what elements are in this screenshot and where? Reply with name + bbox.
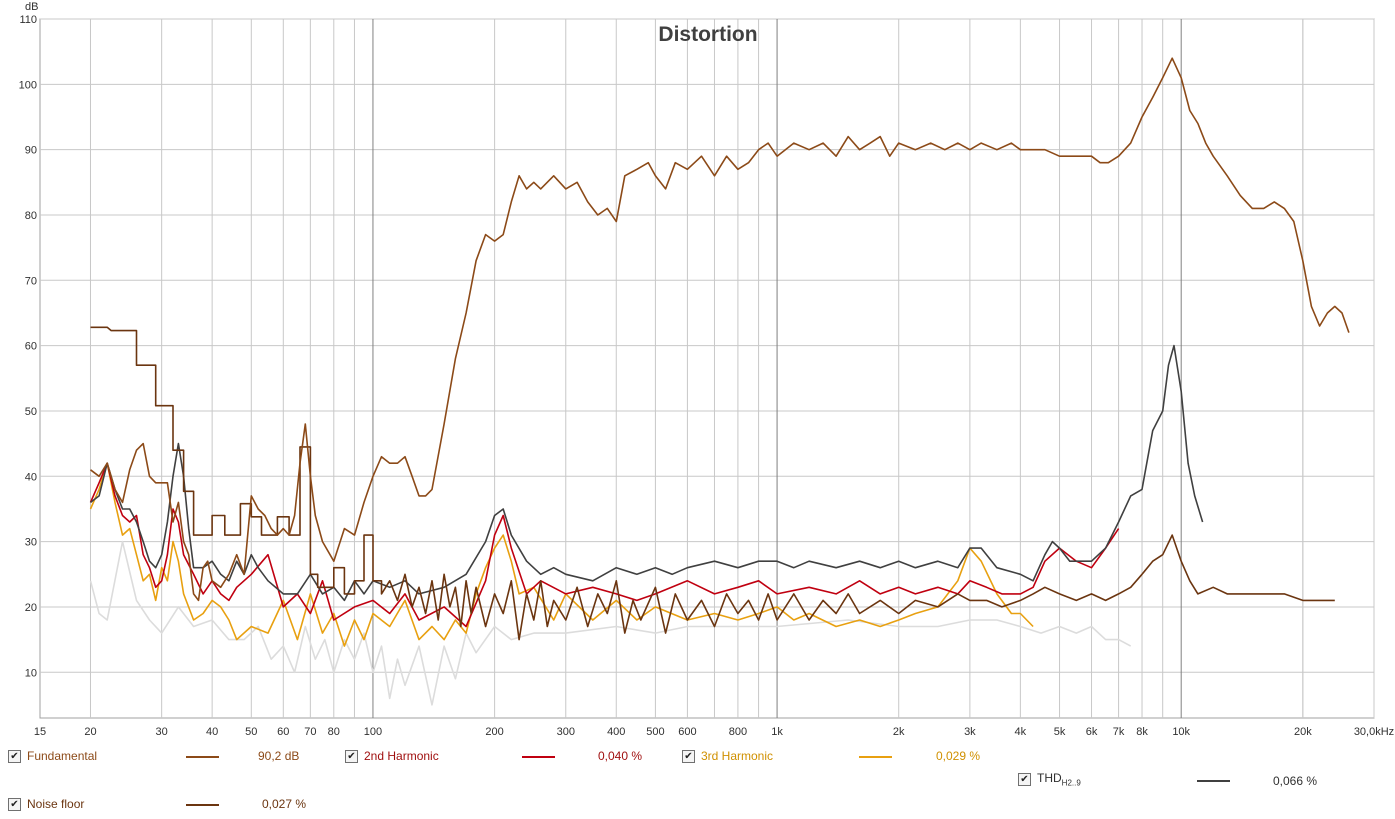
y-tick-label: 20: [25, 602, 37, 614]
3rd-harmonic-checkbox[interactable]: [682, 750, 695, 763]
x-tick-label: 4k: [1015, 726, 1027, 738]
legend-fundamental[interactable]: Fundamental 90,2 dB: [8, 749, 328, 767]
x-tick-label: 400: [607, 726, 625, 738]
thd-checkbox[interactable]: [1018, 773, 1031, 786]
y-tick-label: 60: [25, 341, 37, 353]
y-tick-label: 10: [25, 667, 37, 679]
noise-floor-swatch: [186, 804, 219, 806]
noise-floor-value: 0,027 %: [262, 797, 307, 811]
x-tick-label: 70: [304, 726, 316, 738]
x-tick-label: 7k: [1113, 726, 1125, 738]
thd-label-main: THD: [1037, 771, 1062, 785]
x-tick-label: 2k: [893, 726, 905, 738]
series-line-2nd-harmonic: [89, 462, 1120, 628]
thd-value: 0,066 %: [1273, 774, 1318, 788]
x-tick-label: 15: [34, 726, 46, 738]
x-tick-label: 500: [646, 726, 664, 738]
y-tick-label: 90: [25, 145, 37, 157]
y-tick-label: 50: [25, 406, 37, 418]
series-line-noise-floor: [90, 326, 1335, 641]
series-group: [89, 57, 1350, 706]
tick-labels: 10 20 30 40 50 60 70 80 90 100 110 15 20 30 40 50 60 70 80…: [19, 14, 1395, 738]
thd-swatch: [1197, 780, 1230, 782]
x-tick-label: 40: [206, 726, 218, 738]
noise-floor-checkbox[interactable]: [8, 798, 21, 811]
y-tick-label: 110: [19, 14, 37, 26]
2nd-harmonic-value: 0,040 %: [598, 749, 643, 763]
y-tick-label: 100: [19, 79, 37, 91]
x-tick-label: 30: [156, 726, 168, 738]
y-axis-unit-label: dB: [25, 1, 38, 13]
3rd-harmonic-value: 0,029 %: [936, 749, 981, 763]
plot-area: [39, 18, 1375, 719]
y-tick-label: 30: [25, 537, 37, 549]
thd-label-sub: H2..9: [1061, 778, 1081, 788]
x-tick-label: 60: [277, 726, 289, 738]
x-tick-label: 800: [729, 726, 747, 738]
x-tick-label: 3k: [964, 726, 976, 738]
x-tick-label: 30,0kHz: [1354, 726, 1394, 738]
legend-2nd-harmonic[interactable]: 2nd Harmonic 0,040 %: [345, 749, 665, 767]
x-tick-label: 5k: [1054, 726, 1066, 738]
series-line-noise-floor-light: [89, 540, 1132, 706]
chart-title: Distortion: [658, 23, 757, 46]
fundamental-checkbox[interactable]: [8, 750, 21, 763]
noise-floor-label: Noise floor: [27, 797, 85, 811]
fundamental-value: 90,2 dB: [258, 749, 300, 763]
x-tick-label: 100: [364, 726, 382, 738]
y-tick-label: 70: [25, 275, 37, 287]
thd-label: THDH2..9: [1037, 771, 1081, 787]
x-tick-label: 80: [328, 726, 340, 738]
distortion-chart: 10 20 30 40 50 60 70 80 90 100 110 15 20 30 40 50 60 70 80…: [19, 1, 1395, 738]
grid: [40, 18, 1375, 718]
legend-thd[interactable]: THDH2..9 0,066 %: [1018, 771, 1338, 789]
x-tick-label: 20: [84, 726, 96, 738]
3rd-harmonic-label: 3rd Harmonic: [701, 749, 774, 763]
x-tick-label: 50: [245, 726, 257, 738]
y-tick-label: 40: [25, 471, 37, 483]
x-tick-label: 10k: [1172, 726, 1190, 738]
fundamental-label: Fundamental: [27, 749, 98, 763]
x-tick-label: 6k: [1086, 726, 1098, 738]
series-line-3rd-harmonic: [89, 462, 1034, 647]
fundamental-swatch: [186, 756, 219, 758]
2nd-harmonic-label: 2nd Harmonic: [364, 749, 439, 763]
x-tick-label: 200: [485, 726, 503, 738]
legend-noise-floor[interactable]: Noise floor 0,027 %: [8, 797, 328, 815]
2nd-harmonic-checkbox[interactable]: [345, 750, 358, 763]
x-tick-label: 300: [557, 726, 575, 738]
series-line-fundamental: [90, 57, 1350, 602]
x-tick-label: 600: [678, 726, 696, 738]
x-tick-label: 20k: [1294, 726, 1312, 738]
y-tick-label: 80: [25, 210, 37, 222]
3rd-harmonic-swatch: [859, 756, 892, 758]
x-tick-label: 1k: [771, 726, 783, 738]
legend-3rd-harmonic[interactable]: 3rd Harmonic 0,029 %: [682, 749, 1002, 767]
2nd-harmonic-swatch: [522, 756, 555, 758]
series-line-thd-h2-9: [90, 344, 1204, 602]
x-tick-label: 8k: [1136, 726, 1148, 738]
